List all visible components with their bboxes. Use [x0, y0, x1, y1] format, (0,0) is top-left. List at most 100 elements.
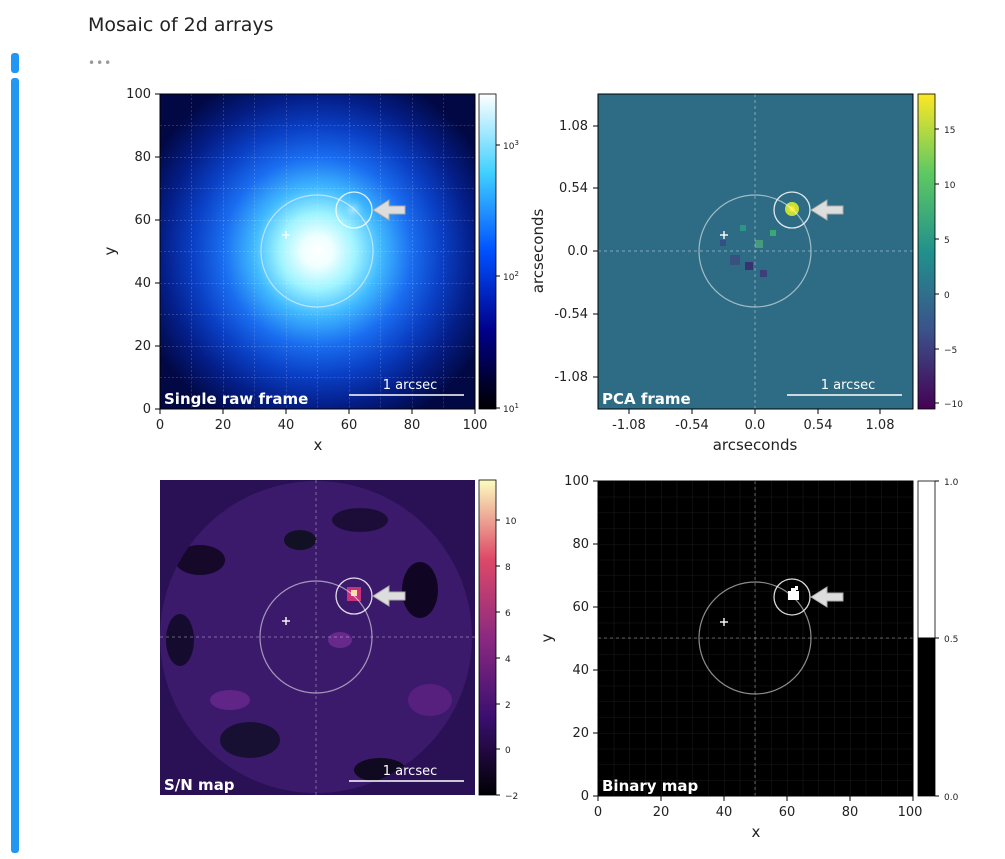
pca-cb-tick: −5	[944, 346, 957, 356]
sn-companion-core	[351, 590, 357, 596]
binary-cb-tick: 1.0	[944, 478, 959, 488]
pca-xtick: 0.54	[804, 418, 833, 433]
raw-xlabel: x	[314, 436, 323, 454]
sn-scalebar: 1 arcsec	[349, 764, 464, 782]
sn-panel-label: S/N map	[164, 776, 235, 794]
binary-xtick: 0	[594, 805, 602, 820]
binary-ytick: 40	[572, 663, 589, 678]
pca-y-axis: 1.08 0.54 0.0 -0.54 -1.08 arcseconds	[529, 119, 598, 385]
pca-cb-tick: 10	[944, 181, 956, 191]
raw-star-marker	[282, 231, 290, 239]
pca-companion-arrow	[810, 199, 844, 221]
raw-ylabel: y	[101, 246, 119, 255]
sn-noise	[166, 508, 452, 782]
sn-scalebar-label: 1 arcsec	[383, 764, 438, 779]
binary-companion-circle	[773, 578, 811, 616]
pca-ytick: -1.08	[554, 370, 588, 385]
pca-ytick: 0.0	[567, 244, 588, 259]
binary-x-axis: 0 20 40 60 80 100 x	[594, 796, 923, 841]
binary-ytick: 60	[572, 600, 589, 615]
sn-companion-arrow	[372, 585, 406, 607]
raw-ytick: 0	[143, 402, 151, 417]
binary-companion-pixels	[788, 586, 799, 600]
sn-cb-tick: 8	[505, 563, 511, 573]
binary-ytick: 20	[572, 726, 589, 741]
raw-companion-arrow	[372, 199, 406, 221]
pca-noise	[720, 225, 776, 277]
raw-xtick: 20	[215, 418, 232, 433]
binary-y-axis: 0 20 40 60 80 100 y	[538, 474, 598, 804]
pca-scalebar: 1 arcsec	[787, 378, 902, 396]
pca-star-marker	[720, 231, 728, 239]
panel-sn-map: 1 arcsec S/N map 10 8 6 4 2 0 −2	[160, 479, 518, 802]
pca-cb-tick: 0	[944, 291, 950, 301]
pca-cb-tick: 5	[944, 236, 950, 246]
panel-pca-frame: 1 arcsec PCA frame -1.08 -0.54 0.0 0.54 …	[529, 93, 963, 454]
pca-ytick: 1.08	[559, 119, 588, 134]
sn-cb-tick: 4	[505, 655, 511, 665]
raw-panel-label: Single raw frame	[164, 390, 308, 408]
binary-ylabel: y	[538, 633, 556, 642]
pca-aperture-circle	[698, 194, 812, 308]
pca-scalebar-label: 1 arcsec	[821, 378, 876, 393]
binary-xtick: 20	[653, 805, 670, 820]
raw-ytick: 60	[134, 213, 151, 228]
raw-xtick: 0	[156, 418, 164, 433]
sn-companion-circle	[335, 577, 373, 615]
raw-cb-tick: 101	[503, 402, 519, 415]
raw-xtick: 40	[278, 418, 295, 433]
raw-scalebar-label: 1 arcsec	[383, 378, 438, 393]
binary-cb-tick: 0.0	[944, 793, 959, 803]
pca-xtick: 1.08	[866, 418, 895, 433]
binary-axes-frame	[597, 480, 914, 797]
sn-colorbar: 10 8 6 4 2 0 −2	[478, 479, 518, 802]
pca-xtick: 0.0	[745, 418, 766, 433]
raw-ytick: 40	[134, 276, 151, 291]
sn-cb-tick: 6	[505, 609, 511, 619]
pca-companion-circle	[773, 191, 811, 229]
pca-colorbar: 15 10 5 0 −5 −10	[917, 93, 963, 410]
sn-cb-tick: 2	[505, 701, 511, 711]
raw-xtick: 80	[404, 418, 421, 433]
sn-cb-tick: 0	[505, 746, 511, 756]
raw-cb-tick: 102	[503, 270, 519, 283]
raw-frame-grid	[160, 94, 475, 409]
raw-ytick: 80	[134, 150, 151, 165]
raw-xtick: 100	[463, 418, 488, 433]
binary-map-grid	[598, 481, 913, 796]
raw-cb-tick: 103	[503, 139, 519, 152]
pca-ylabel: arcseconds	[529, 209, 547, 294]
sn-cb-tick: −2	[505, 792, 518, 802]
binary-cb-tick: 0.5	[944, 635, 958, 645]
raw-axes-frame	[159, 93, 476, 410]
pca-xtick: -0.54	[675, 418, 709, 433]
cell-collapse-bar-output[interactable]	[11, 78, 19, 853]
binary-xtick: 40	[716, 805, 733, 820]
panel-binary-map: Binary map 0 20 40 60 80 100 x 0 20 40 6…	[538, 474, 959, 841]
pca-xtick: -1.08	[612, 418, 646, 433]
pca-panel-label: PCA frame	[602, 390, 691, 408]
pca-ytick: 0.54	[559, 181, 588, 196]
binary-ytick: 100	[564, 474, 589, 489]
cell-collapse-bar-top[interactable]	[11, 53, 19, 73]
cell-title: Mosaic of 2d arrays	[88, 14, 274, 36]
raw-xtick: 60	[341, 418, 358, 433]
pca-ytick: -0.54	[554, 307, 588, 322]
raw-ytick: 20	[134, 339, 151, 354]
binary-companion-arrow	[810, 586, 844, 608]
raw-ytick: 100	[126, 87, 151, 102]
collapsed-output-ellipsis[interactable]: •••	[88, 56, 113, 70]
binary-ytick: 0	[581, 789, 589, 804]
binary-xlabel: x	[752, 823, 761, 841]
raw-aperture-circle	[260, 194, 374, 308]
binary-ytick: 80	[572, 537, 589, 552]
pca-x-axis: -1.08 -0.54 0.0 0.54 1.08 arcseconds	[612, 409, 894, 454]
pca-frame-image	[598, 94, 913, 409]
binary-colorbar: 1.0 0.5 0.0	[917, 478, 959, 803]
raw-companion-blob	[340, 197, 366, 223]
binary-xtick: 100	[898, 805, 923, 820]
raw-y-axis: 0 20 40 60 80 100 y	[101, 87, 160, 417]
pca-xlabel: arcseconds	[713, 436, 798, 454]
binary-xtick: 60	[779, 805, 796, 820]
